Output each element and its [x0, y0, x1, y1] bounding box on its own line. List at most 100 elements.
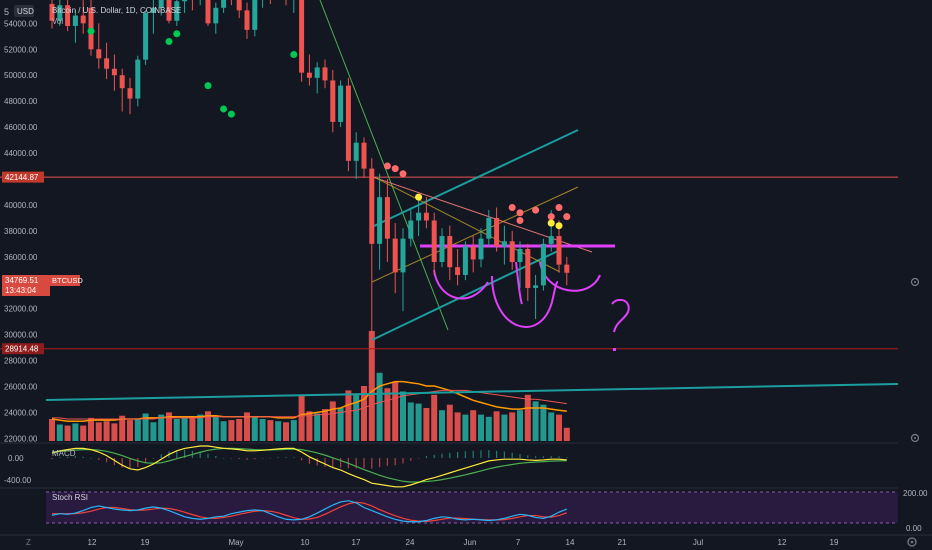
zoom-corner-label[interactable]: Z: [26, 538, 31, 547]
volume-bar: [306, 411, 313, 441]
macd-histogram-bar: [340, 458, 342, 468]
volume-bar: [220, 421, 227, 441]
symbol-badge-bg: [50, 275, 80, 286]
macd-histogram-bar: [74, 456, 76, 458]
macd-histogram-bar: [215, 456, 217, 458]
candle-body: [416, 212, 422, 221]
macd-histogram-bar: [106, 458, 108, 463]
macd-label[interactable]: MACD: [52, 449, 76, 458]
volume-bar: [166, 412, 172, 441]
volume-bar: [244, 412, 250, 441]
candle-body: [377, 197, 383, 244]
yellow-trend-line[interactable]: [371, 186, 579, 283]
macd-histogram-bar: [511, 452, 513, 458]
volume-bar: [392, 381, 399, 441]
macd-histogram-bar: [269, 457, 271, 459]
volume-bar: [329, 401, 336, 441]
sell-signal-dot: [547, 213, 555, 221]
macd-histogram-bar: [457, 452, 459, 458]
settings-gear-icon[interactable]: [907, 537, 917, 547]
candle-body: [236, 0, 242, 11]
volume-bar: [64, 425, 71, 441]
macd-histogram-bar: [98, 458, 100, 460]
gear-icon[interactable]: [910, 433, 920, 443]
candle-body: [150, 7, 156, 13]
gear-icon[interactable]: [910, 277, 920, 287]
time-axis[interactable]: 12 19 May 10 17 24 Jun 7 14 21 Jul 12 19: [88, 538, 839, 547]
macd-histogram-bar: [254, 458, 256, 460]
macd-histogram-bar: [199, 451, 201, 458]
magenta-scribble[interactable]: [515, 261, 523, 305]
current-price-badge-bg: [2, 275, 50, 296]
macd-histogram-bar: [441, 453, 443, 458]
macd-histogram-bar: [176, 450, 178, 458]
time-tick-label: 7: [516, 538, 521, 547]
price-tick-label: 48000.00: [4, 97, 38, 106]
symbol-title[interactable]: Bitcoin / U.S. Dollar, 1D, COINBASE: [52, 6, 181, 15]
macd-histogram-bar: [519, 453, 521, 458]
volume-bar: [361, 386, 367, 441]
magenta-scribble[interactable]: [491, 275, 559, 328]
volume-bar: [134, 419, 141, 441]
volume-bar: [446, 404, 453, 441]
volume-bar: [345, 390, 352, 441]
candle-body: [338, 85, 344, 122]
volume-bar: [431, 394, 438, 441]
macd-histogram-bar: [558, 456, 560, 458]
volume-bar: [407, 402, 414, 441]
volume-bar: [251, 416, 258, 441]
volume-bar: [478, 414, 484, 441]
buy-signal-dot: [220, 105, 228, 113]
volume-bar: [563, 427, 570, 441]
candle-body: [509, 241, 515, 263]
price-axis[interactable]: 54000.00 52000.00 50000.00 48000.00 46000.00…: [4, 19, 38, 443]
green-downtrend-line[interactable]: [319, 0, 449, 331]
price-tick-label: 22000.00: [4, 434, 38, 443]
candle-body: [111, 68, 117, 76]
candle-body: [80, 15, 86, 24]
question-mark-drawing[interactable]: [611, 298, 630, 333]
macd-histogram-bar: [137, 458, 139, 468]
sell-signal-dot: [563, 213, 571, 221]
sell-signal-dot: [383, 162, 391, 170]
volume-label[interactable]: Vol: [52, 17, 63, 26]
candle-body: [182, 0, 188, 2]
channel-upper-line[interactable]: [373, 129, 579, 227]
macd-histogram-bar: [363, 458, 365, 469]
volume-bar: [267, 420, 274, 441]
macd-histogram-bar: [449, 452, 451, 458]
sell-signal-dot: [516, 217, 524, 224]
candle-body: [439, 236, 445, 263]
long-support-trendline[interactable]: [45, 383, 899, 401]
candle-body: [564, 264, 570, 273]
usd-badge-bg[interactable]: [14, 5, 34, 17]
stoch-k-line: [51, 500, 568, 523]
macd-histogram-bar: [332, 458, 334, 468]
support-price-badge: 28914.48: [5, 345, 39, 354]
time-tick-label: 19: [141, 538, 150, 547]
candle-body: [548, 236, 554, 244]
volume-bar: [283, 422, 289, 441]
neutral-signal-dot: [555, 222, 563, 230]
magenta-scribble[interactable]: [433, 269, 489, 300]
candle-body: [143, 12, 149, 60]
stoch-rsi-label[interactable]: Stoch RSI: [52, 493, 88, 502]
macd-histogram-bar: [262, 458, 264, 459]
volume-bar: [111, 423, 118, 441]
signal-markers: [87, 27, 571, 230]
macd-histogram-bar: [488, 450, 490, 458]
macd-histogram-bar: [316, 458, 318, 466]
macd-histogram-bar: [67, 456, 69, 458]
volume-bar: [228, 420, 235, 441]
price-tick-label: 36000.00: [4, 253, 38, 262]
red-downtrend-line[interactable]: [369, 175, 593, 253]
candle-body: [205, 0, 211, 24]
candlesticks: [49, 0, 570, 335]
price-tick-label: 40000.00: [4, 201, 38, 210]
candle-body: [353, 142, 359, 161]
volume-bar: [548, 412, 555, 441]
buy-signal-dot: [204, 82, 212, 90]
macd-histogram-bar: [129, 458, 131, 469]
volume-bar: [415, 403, 422, 441]
